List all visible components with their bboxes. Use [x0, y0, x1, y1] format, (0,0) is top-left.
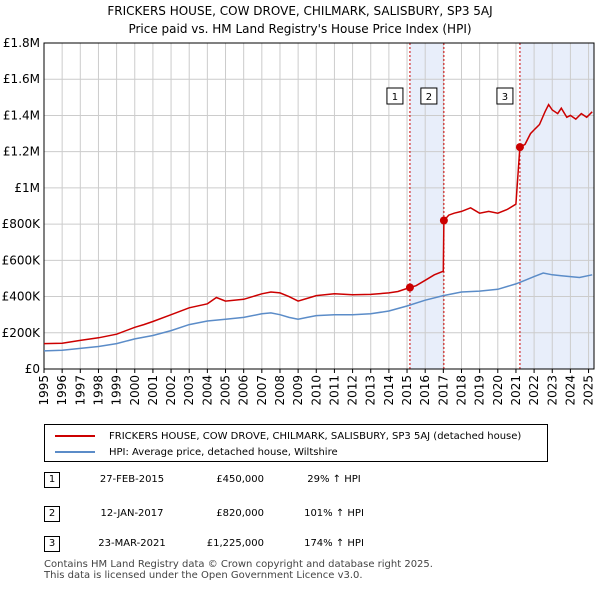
x-tick-label: 2024	[563, 375, 577, 406]
x-tick-label: 1995	[37, 375, 51, 406]
chart-title: FRICKERS HOUSE, COW DROVE, CHILMARK, SAL…	[107, 4, 493, 18]
transaction-date: 12-JAN-2017	[100, 508, 164, 519]
x-tick-label: 2023	[545, 375, 559, 406]
transaction-row: 1 27-FEB-2015 £450,000 29% ↑ HPI	[44, 472, 424, 490]
marker-box	[496, 87, 514, 105]
marker-number: 1	[392, 92, 398, 103]
marker-label-box: 3	[496, 87, 514, 105]
x-tick-label: 1997	[73, 375, 87, 406]
x-tick-label: 2019	[473, 375, 487, 406]
x-tick-label: 2021	[509, 375, 523, 406]
footer: Contains HM Land Registry data © Crown c…	[44, 559, 433, 581]
transaction-hpi: 174% ↑ HPI	[304, 538, 364, 549]
x-tick-label: 2008	[273, 375, 287, 406]
y-tick-label: £1.2M	[3, 145, 40, 159]
x-tick-label: 2015	[400, 375, 414, 406]
x-tick-label: 2017	[436, 375, 450, 406]
x-tick-label: 2007	[255, 375, 269, 406]
footer-licence: This data is licensed under the Open Gov…	[44, 570, 363, 581]
transaction-price: £1,225,000	[206, 538, 264, 549]
x-tick-label: 2012	[346, 375, 360, 406]
sale-point	[515, 143, 524, 152]
y-tick-label: £600K	[2, 253, 42, 267]
x-tick-label: 2010	[309, 375, 323, 406]
x-tick-label: 2003	[182, 375, 196, 406]
property-series-line	[43, 103, 593, 345]
legend-red-line	[55, 435, 95, 437]
marker-box	[386, 87, 404, 105]
chart-title-block: FRICKERS HOUSE, COW DROVE, CHILMARK, SAL…	[0, 2, 600, 38]
y-tick-label: £1M	[14, 181, 40, 195]
transaction-row: 3 23-MAR-2021 £1,225,000 174% ↑ HPI	[44, 536, 424, 554]
hpi-series-line	[43, 272, 593, 352]
transaction-hpi: 29% ↑ HPI	[307, 474, 361, 485]
legend-label-hpi: HPI: Average price, detached house, Wilt…	[109, 446, 338, 458]
shaded-region	[519, 43, 594, 369]
y-tick-label: £400K	[2, 290, 42, 304]
x-tick-label: 2005	[219, 375, 233, 406]
sale-point	[439, 216, 448, 225]
transaction-row: 2 12-JAN-2017 £820,000 101% ↑ HPI	[44, 506, 424, 524]
x-tick-label: 2018	[454, 375, 468, 406]
legend: FRICKERS HOUSE, COW DROVE, CHILMARK, SAL…	[44, 424, 548, 462]
transaction-price: £450,000	[216, 474, 264, 485]
footer-copyright: Contains HM Land Registry data © Crown c…	[44, 559, 433, 570]
marker-box	[420, 87, 438, 105]
y-tick-label: £200K	[2, 326, 42, 340]
transaction-date: 27-FEB-2015	[99, 474, 165, 485]
x-tick-label: 2000	[128, 375, 142, 406]
legend-item-hpi: HPI: Average price, detached house, Wilt…	[55, 444, 338, 460]
x-tick-label: 2016	[418, 375, 432, 406]
x-tick-label: 2002	[164, 375, 178, 406]
y-tick-label: £1.6M	[3, 72, 40, 86]
marker-number: 2	[426, 92, 432, 103]
transaction-hpi: 101% ↑ HPI	[304, 508, 364, 519]
transaction-date: 23-MAR-2021	[98, 538, 166, 549]
x-tick-label: 2011	[327, 375, 341, 406]
y-tick-label: £800K	[2, 217, 42, 231]
x-tick-label: 2020	[491, 375, 505, 406]
transaction-number: 2	[44, 506, 60, 522]
marker-label-box: 2	[420, 87, 438, 105]
sale-point	[405, 283, 414, 292]
transaction-price: £820,000	[216, 508, 264, 519]
x-tick-label: 1999	[110, 375, 124, 406]
x-tick-label: 1998	[91, 375, 105, 406]
x-tick-label: 2009	[291, 375, 305, 406]
y-tick-label: £0	[25, 362, 40, 376]
y-tick-label: £1.8M	[3, 36, 40, 50]
chart-subtitle: Price paid vs. HM Land Registry's House …	[128, 22, 472, 36]
legend-label-property: FRICKERS HOUSE, COW DROVE, CHILMARK, SAL…	[109, 430, 522, 442]
x-tick-label: 1996	[55, 375, 69, 406]
transaction-number: 3	[44, 536, 60, 552]
legend-blue-line	[55, 451, 95, 453]
x-tick-label: 2025	[582, 375, 596, 406]
marker-number: 3	[502, 92, 508, 103]
price-chart: £0 £200K £400K £600K £800K £1M £1.2M £1.4M £1.6M…	[2, 36, 596, 406]
x-tick-label: 2004	[200, 375, 214, 406]
x-tick-label: 2001	[146, 375, 160, 406]
plot-frame	[43, 42, 595, 370]
y-tick-label: £1.4M	[3, 108, 40, 122]
x-tick-label: 2022	[527, 375, 541, 406]
x-tick-label: 2014	[382, 375, 396, 406]
legend-item-property: FRICKERS HOUSE, COW DROVE, CHILMARK, SAL…	[55, 428, 521, 444]
marker-label-box: 1	[386, 87, 404, 105]
x-tick-label: 2013	[364, 375, 378, 406]
transaction-number: 1	[44, 472, 60, 488]
x-tick-label: 2006	[237, 375, 251, 406]
